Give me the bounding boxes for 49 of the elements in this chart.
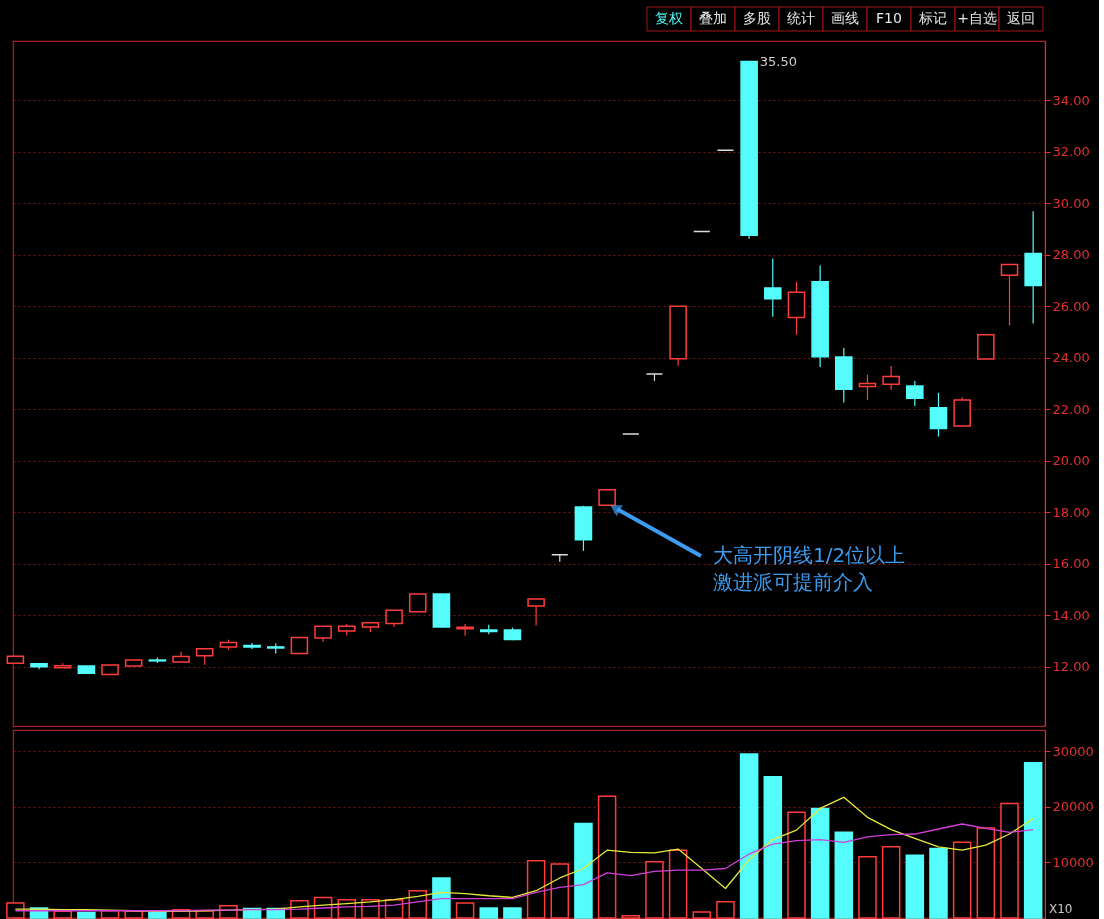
bar	[834, 831, 854, 919]
candlestick	[882, 365, 900, 391]
line-series	[14, 823, 1034, 912]
y-tick-label: 26.00	[1052, 298, 1090, 314]
bar	[148, 911, 167, 919]
y-tick-label: 14.00	[1052, 607, 1090, 623]
candlestick	[764, 258, 782, 318]
annotation: 35.50	[759, 53, 797, 69]
text: X10	[1049, 902, 1073, 916]
bar	[763, 775, 783, 919]
bar	[432, 877, 451, 919]
bar	[810, 807, 830, 919]
annotation: 大高开阴线1/2位以上	[713, 543, 906, 567]
candlestick	[1000, 263, 1019, 327]
text: 返回	[1007, 10, 1035, 26]
bar	[574, 822, 593, 919]
text: 多股	[743, 10, 771, 26]
y-tick-label: 12.00	[1052, 659, 1090, 675]
candlestick	[929, 392, 948, 438]
y-tick-label: 22.00	[1052, 401, 1090, 417]
text: 画线	[831, 10, 859, 26]
y-tick-label: 24.00	[1052, 350, 1090, 366]
bar	[479, 907, 499, 919]
candlestick	[906, 380, 924, 407]
y-tick-label: 18.00	[1052, 504, 1090, 520]
bar	[1023, 762, 1043, 919]
y-tick-label: 30.00	[1052, 195, 1090, 211]
y-tick-label: 34.00	[1052, 92, 1090, 108]
text: 复权	[655, 10, 683, 26]
y-tick-label: 20000	[1052, 799, 1094, 815]
y-tick-label: 32.00	[1052, 144, 1090, 160]
text: 统计	[787, 10, 815, 26]
y-tick-label: 10000	[1052, 854, 1094, 870]
bar	[503, 907, 522, 919]
y-tick-label: 16.00	[1052, 556, 1090, 572]
bar	[905, 854, 925, 919]
y-tick-label: 28.00	[1052, 247, 1090, 263]
text: 叠加	[699, 10, 727, 26]
candlestick	[527, 598, 545, 627]
text: +自选	[957, 10, 997, 26]
line-series	[14, 796, 1034, 912]
bar	[739, 753, 759, 919]
y-tick-label: 30000	[1052, 743, 1094, 759]
annotation: 激进派可提前介入	[713, 570, 873, 594]
text: 标记	[918, 10, 947, 26]
bar	[929, 847, 948, 919]
text: F10	[876, 10, 902, 26]
y-tick-label: 20.00	[1052, 453, 1090, 469]
bar	[77, 911, 96, 919]
